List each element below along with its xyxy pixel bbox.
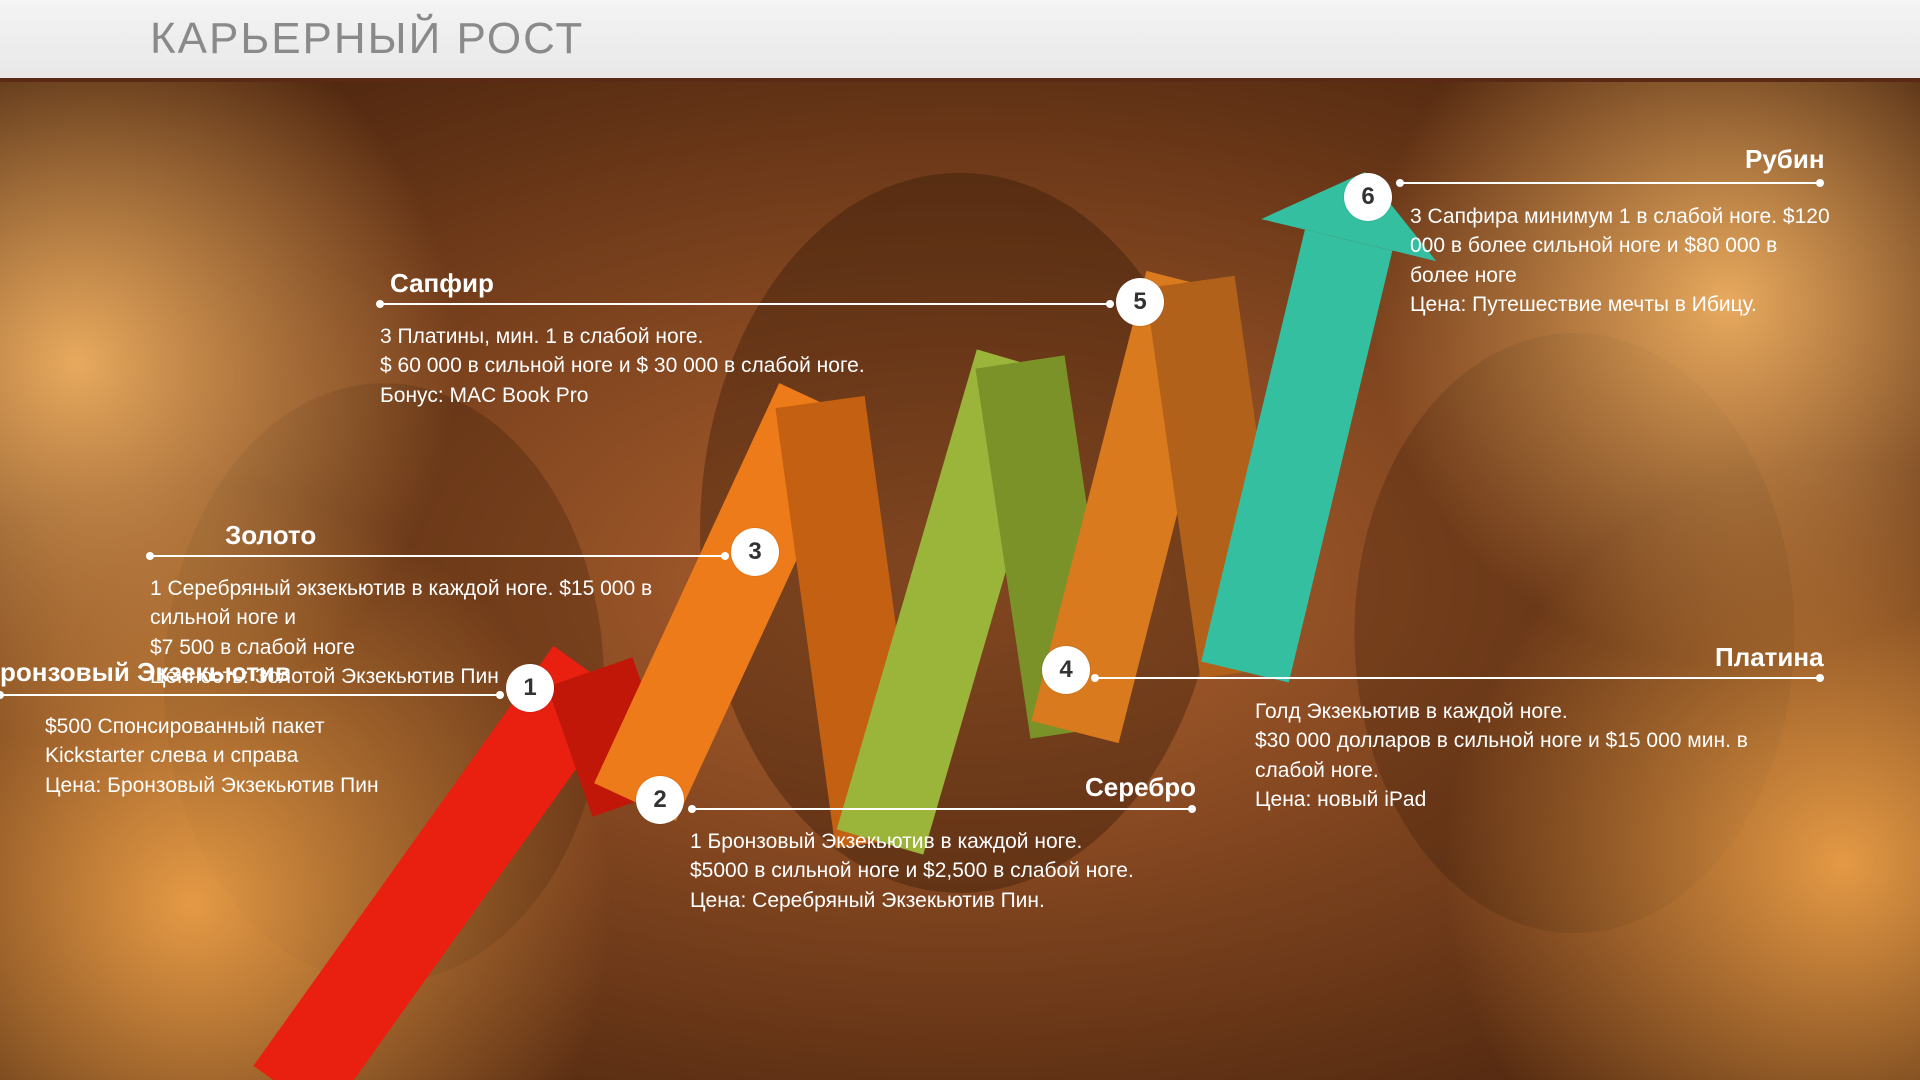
level-desc-silver: 1 Бронзовый Экзекьютив в каждой ноге.$50… — [690, 827, 1250, 915]
step-marker-6: 6 — [1344, 173, 1392, 221]
rule-gold — [150, 555, 725, 557]
level-desc-bronze: $500 Спонсированный пакет Kickstarter сл… — [45, 712, 405, 800]
level-title-platinum: Платина — [1715, 642, 1824, 673]
step-marker-2: 2 — [636, 776, 684, 824]
rule-silver — [692, 808, 1192, 810]
level-desc-platinum: Голд Экзекьютив в каждой ноге. $30 000 д… — [1255, 697, 1775, 815]
page-title: КАРЬЕРНЫЙ РОСТ — [150, 14, 584, 64]
slide: КАРЬЕРНЫЙ РОСТ 123456ронзовый Экзекьютив… — [0, 0, 1920, 1080]
level-desc-gold: 1 Серебряный экзекьютив в каждой ноге. $… — [150, 574, 710, 692]
level-desc-ruby: 3 Сапфира минимум 1 в слабой ноге. $120 … — [1410, 202, 1830, 320]
level-desc-sapphire: 3 Платины, мин. 1 в слабой ноге.$ 60 000… — [380, 322, 1020, 410]
step-marker-4: 4 — [1042, 646, 1090, 694]
header-bar: КАРЬЕРНЫЙ РОСТ — [0, 0, 1920, 78]
step-marker-5: 5 — [1116, 278, 1164, 326]
level-title-ruby: Рубин — [1745, 144, 1825, 175]
level-title-gold: Золото — [225, 520, 316, 551]
step-marker-3: 3 — [731, 528, 779, 576]
rule-platinum — [1095, 677, 1820, 679]
level-title-sapphire: Сапфир — [390, 268, 494, 299]
rule-ruby — [1400, 182, 1820, 184]
level-title-silver: Серебро — [1085, 772, 1196, 803]
rule-bronze — [0, 694, 500, 696]
rule-sapphire — [380, 303, 1110, 305]
stage: 123456ронзовый Экзекьютив$500 Спонсирова… — [0, 78, 1920, 1080]
